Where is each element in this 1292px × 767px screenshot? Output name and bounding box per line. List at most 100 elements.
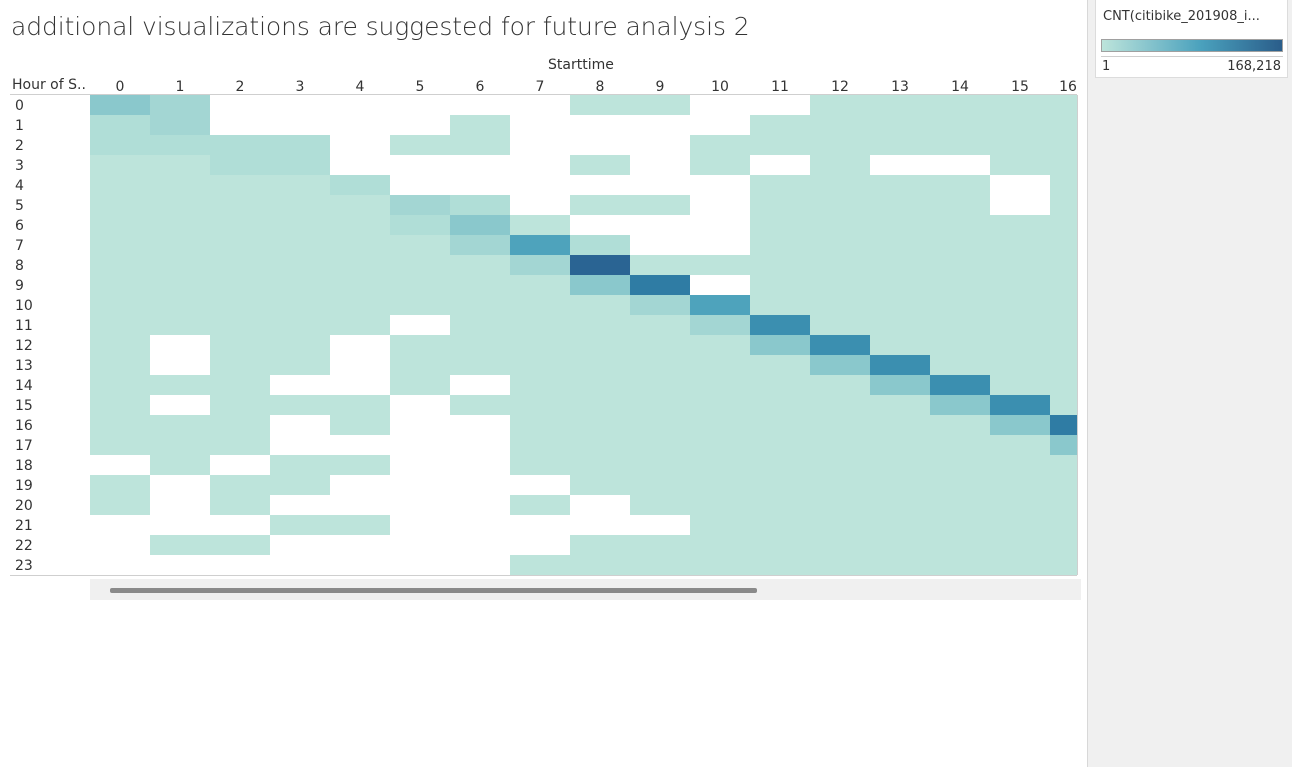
heatmap-cell[interactable] (510, 195, 570, 215)
heatmap-cell[interactable] (810, 435, 870, 455)
heatmap-cell[interactable] (570, 515, 630, 535)
heatmap-cell[interactable] (930, 175, 990, 195)
heatmap-cell[interactable] (90, 315, 150, 335)
heatmap-cell[interactable] (630, 355, 690, 375)
row-header-label[interactable]: 1 (15, 118, 24, 134)
heatmap-cell[interactable] (210, 235, 270, 255)
heatmap-cell[interactable] (1050, 115, 1077, 135)
heatmap-cell[interactable] (810, 115, 870, 135)
heatmap-cell[interactable] (90, 555, 150, 575)
heatmap-cell[interactable] (270, 495, 330, 515)
heatmap-cell[interactable] (390, 295, 450, 315)
heatmap-cell[interactable] (690, 455, 750, 475)
heatmap-cell[interactable] (690, 255, 750, 275)
heatmap-cell[interactable] (870, 215, 930, 235)
heatmap-cell[interactable] (210, 315, 270, 335)
heatmap-cell[interactable] (930, 315, 990, 335)
heatmap-cell[interactable] (810, 135, 870, 155)
heatmap-cell[interactable] (450, 255, 510, 275)
heatmap-cell[interactable] (450, 535, 510, 555)
heatmap-cell[interactable] (1050, 535, 1077, 555)
heatmap-cell[interactable] (870, 475, 930, 495)
heatmap-cell[interactable] (990, 215, 1050, 235)
heatmap-cell[interactable] (510, 435, 570, 455)
heatmap-cell[interactable] (570, 135, 630, 155)
column-header-label[interactable]: 9 (656, 79, 665, 95)
heatmap-cell[interactable] (450, 215, 510, 235)
heatmap-cell[interactable] (330, 475, 390, 495)
heatmap-cell[interactable] (270, 395, 330, 415)
heatmap-cell[interactable] (870, 95, 930, 115)
heatmap-cell[interactable] (270, 435, 330, 455)
heatmap-cell[interactable] (810, 215, 870, 235)
heatmap-cell[interactable] (690, 295, 750, 315)
heatmap-cell[interactable] (750, 115, 810, 135)
heatmap-cell[interactable] (750, 475, 810, 495)
heatmap-cell[interactable] (390, 495, 450, 515)
heatmap-cell[interactable] (90, 175, 150, 195)
heatmap-cell[interactable] (690, 515, 750, 535)
heatmap-cell[interactable] (750, 155, 810, 175)
column-header-label[interactable]: 6 (476, 79, 485, 95)
heatmap-cell[interactable] (930, 415, 990, 435)
heatmap-cell[interactable] (510, 335, 570, 355)
heatmap-cell[interactable] (330, 515, 390, 535)
heatmap-cell[interactable] (810, 195, 870, 215)
heatmap-cell[interactable] (810, 455, 870, 475)
heatmap-cell[interactable] (510, 395, 570, 415)
heatmap-cell[interactable] (750, 515, 810, 535)
heatmap-cell[interactable] (450, 495, 510, 515)
heatmap-cell[interactable] (450, 335, 510, 355)
heatmap-cell[interactable] (990, 335, 1050, 355)
heatmap-cell[interactable] (510, 455, 570, 475)
heatmap-cell[interactable] (930, 255, 990, 275)
heatmap-cell[interactable] (630, 535, 690, 555)
heatmap-cell[interactable] (930, 215, 990, 235)
column-header-label[interactable]: 0 (116, 79, 125, 95)
heatmap-cell[interactable] (990, 315, 1050, 335)
heatmap-cell[interactable] (990, 375, 1050, 395)
heatmap-cell[interactable] (570, 335, 630, 355)
row-header-label[interactable]: 18 (15, 458, 33, 474)
heatmap-cell[interactable] (990, 535, 1050, 555)
heatmap-cell[interactable] (870, 175, 930, 195)
row-header-label[interactable]: 15 (15, 398, 33, 414)
heatmap-cell[interactable] (150, 335, 210, 355)
heatmap-cell[interactable] (330, 135, 390, 155)
heatmap-cell[interactable] (750, 535, 810, 555)
heatmap-cell[interactable] (570, 115, 630, 135)
heatmap-cell[interactable] (150, 535, 210, 555)
row-header-label[interactable]: 17 (15, 438, 33, 454)
heatmap-cell[interactable] (990, 195, 1050, 215)
heatmap-cell[interactable] (90, 375, 150, 395)
heatmap-cell[interactable] (810, 495, 870, 515)
heatmap-cell[interactable] (450, 395, 510, 415)
heatmap-cell[interactable] (630, 175, 690, 195)
heatmap-cell[interactable] (270, 515, 330, 535)
heatmap-cell[interactable] (450, 315, 510, 335)
heatmap-cell[interactable] (810, 515, 870, 535)
column-header-label[interactable]: 8 (596, 79, 605, 95)
heatmap-cell[interactable] (750, 395, 810, 415)
row-header-label[interactable]: 13 (15, 358, 33, 374)
heatmap-cell[interactable] (270, 135, 330, 155)
heatmap-cell[interactable] (750, 175, 810, 195)
heatmap-cell[interactable] (930, 355, 990, 375)
heatmap-cell[interactable] (810, 95, 870, 115)
heatmap-cell[interactable] (690, 335, 750, 355)
heatmap-cell[interactable] (570, 215, 630, 235)
heatmap-cell[interactable] (330, 435, 390, 455)
heatmap-cell[interactable] (990, 235, 1050, 255)
heatmap-cell[interactable] (1050, 275, 1077, 295)
heatmap-cell[interactable] (390, 175, 450, 195)
heatmap-cell[interactable] (870, 355, 930, 375)
heatmap-cell[interactable] (990, 515, 1050, 535)
heatmap-cell[interactable] (150, 455, 210, 475)
heatmap-cell[interactable] (510, 175, 570, 195)
color-legend[interactable]: CNT(citibike_201908_i... 1 168,218 (1095, 0, 1288, 78)
heatmap-cell[interactable] (150, 115, 210, 135)
heatmap-cell[interactable] (1050, 235, 1077, 255)
heatmap-cell[interactable] (90, 455, 150, 475)
heatmap-cell[interactable] (210, 395, 270, 415)
heatmap-cell[interactable] (90, 195, 150, 215)
